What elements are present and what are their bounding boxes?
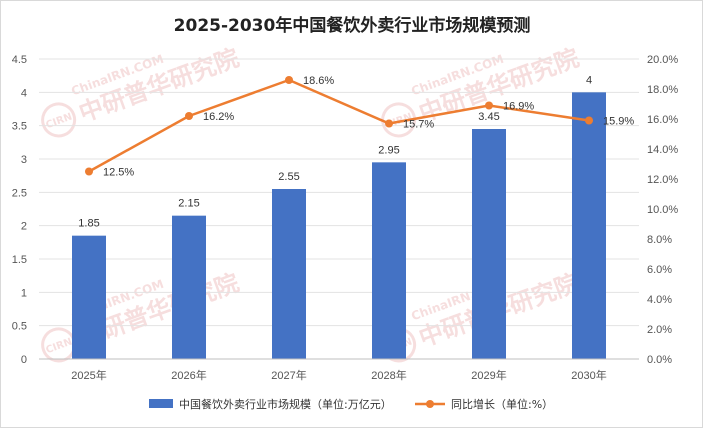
y-right-tick-label: 14.0%: [647, 144, 678, 156]
y-left-tick-label: 2: [21, 221, 27, 233]
line-data-label: 12.5%: [103, 167, 134, 179]
y-left-tick-label: 4: [21, 87, 27, 99]
y-left-tick-label: 1: [21, 287, 27, 299]
y-right-tick-label: 2.0%: [647, 324, 672, 336]
y-left-tick-label: 0.5: [12, 321, 27, 333]
x-tick-label: 2029年: [471, 368, 506, 382]
y-left-tick-label: 1.5: [12, 254, 27, 266]
bar: [72, 235, 106, 359]
legend: 中国餐饮外卖行业市场规模（单位:万亿元） 同比增长（单位:%）: [149, 397, 553, 411]
bar: [372, 162, 406, 359]
bar: [172, 215, 206, 359]
x-tick-label: 2027年: [271, 368, 306, 382]
y-left-tick-label: 3: [21, 154, 27, 166]
legend-line-label: 同比增长（单位:%）: [451, 397, 553, 411]
bar: [272, 189, 306, 359]
y-right-tick-label: 8.0%: [647, 234, 672, 246]
growth-line: [88, 78, 590, 173]
y-right-tick-label: 18.0%: [647, 84, 678, 96]
line-series: 12.5% 16.2% 18.6% 15.7% 16.9% 15.9%: [85, 75, 634, 179]
bar-data-label: 3.45: [478, 111, 499, 123]
y-right-tick-label: 0.0%: [647, 354, 672, 366]
bar-series: 1.85 2.15 2.55 2.95 3.45 4: [72, 74, 606, 359]
line-point: [85, 167, 93, 176]
watermark-logo: CIRN: [45, 337, 74, 357]
bar: [472, 129, 506, 359]
y-right-tick-label: 20.0%: [647, 54, 678, 66]
y-right-tick-label: 4.0%: [647, 294, 672, 306]
x-tick-label: 2026年: [171, 368, 206, 382]
legend-line-marker: [426, 400, 434, 408]
y-right-tick-label: 10.0%: [647, 204, 678, 216]
line-point: [185, 112, 193, 120]
line-data-label: 18.6%: [303, 75, 334, 87]
y-right-tick-label: 16.0%: [647, 114, 678, 126]
line-point: [385, 119, 393, 128]
y-left-tick-label: 3.5: [12, 121, 27, 133]
axes: 0 0.5 1 1.5 2 2.5 3 3.5 4 4.5 0.0% 2.0% 4.0% 6.0% 8.0%…: [12, 54, 679, 382]
line-point: [485, 101, 493, 110]
y-left-tick-label: 4.5: [12, 54, 27, 66]
y-right-tick-label: 6.0%: [647, 264, 672, 276]
x-tick-label: 2028年: [371, 368, 406, 382]
line-data-label: 16.9%: [503, 101, 534, 113]
bar-data-label: 2.95: [378, 144, 399, 156]
y-left-tick-label: 2.5: [12, 187, 27, 199]
y-right-tick-label: 12.0%: [647, 174, 678, 186]
line-data-label: 16.2%: [203, 111, 234, 123]
x-tick-label: 2025年: [71, 368, 106, 382]
bar-data-label: 2.55: [278, 171, 299, 183]
legend-bar-swatch: [149, 399, 173, 408]
x-tick-label: 2030年: [571, 368, 606, 382]
line-data-label: 15.9%: [603, 116, 634, 128]
bar: [572, 92, 606, 359]
watermark-logo: CIRN: [45, 112, 74, 132]
chart-title: 2025-2030年中国餐饮外卖行业市场规模预测: [174, 15, 531, 36]
bar-data-label: 4: [586, 74, 592, 86]
line-point: [285, 76, 293, 84]
line-data-label: 15.7%: [403, 119, 434, 131]
bar-data-label: 1.85: [78, 218, 99, 230]
y-left-tick-label: 0: [21, 354, 27, 366]
line-point: [585, 116, 593, 125]
bar-data-label: 2.15: [178, 198, 199, 210]
legend-bar-label: 中国餐饮外卖行业市场规模（单位:万亿元）: [179, 397, 392, 411]
